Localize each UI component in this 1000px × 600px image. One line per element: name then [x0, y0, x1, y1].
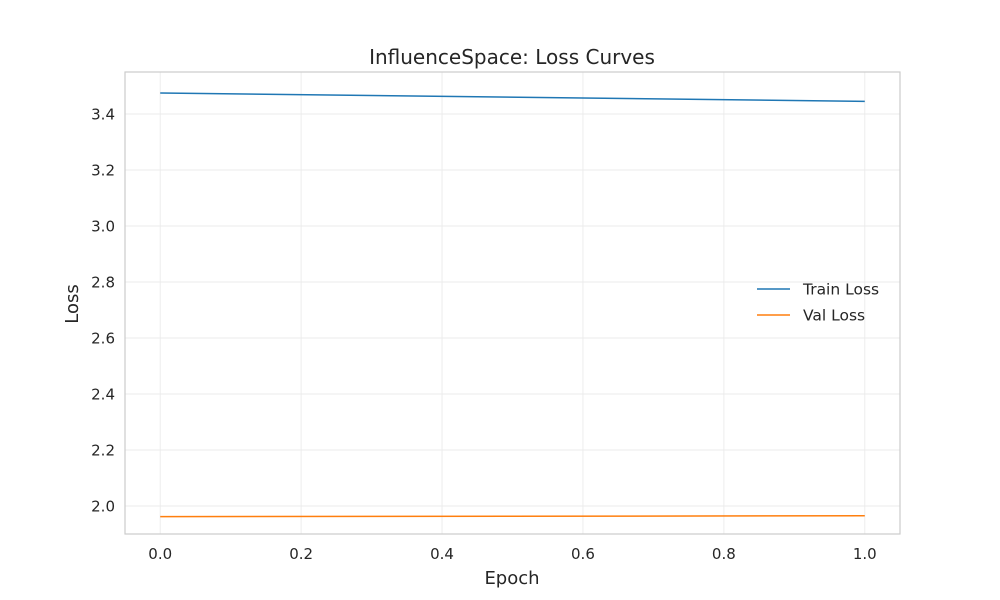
y-tick-label: 2.4 — [91, 386, 115, 404]
val-loss-line — [160, 515, 865, 518]
grid-lines — [125, 72, 900, 534]
x-tick-label: 0.2 — [289, 545, 313, 563]
y-tick-label: 2.8 — [91, 274, 115, 292]
plot-area — [125, 72, 900, 534]
y-tick-label: 2.2 — [91, 442, 115, 460]
chart-title: InfluenceSpace: Loss Curves — [369, 45, 655, 69]
y-axis-label: Loss — [62, 284, 83, 323]
y-tick-label: 3.0 — [91, 218, 115, 236]
x-axis-label: Epoch — [484, 568, 539, 589]
legend: Train Loss Val Loss — [757, 281, 879, 325]
tick-labels: 0.0 0.2 0.4 0.6 0.8 1.0 2.0 2.2 2.4 2.6 2.8 3.0 3.2 3… — [91, 106, 877, 564]
x-tick-label: 0.4 — [430, 545, 454, 563]
y-tick-label: 3.4 — [91, 106, 115, 124]
x-tick-label: 0.8 — [712, 545, 736, 563]
legend-label-val-loss: Val Loss — [803, 307, 865, 325]
train-loss-line — [160, 92, 865, 103]
series-lines — [160, 92, 865, 518]
x-tick-label: 0.0 — [148, 545, 172, 563]
x-tick-label: 0.6 — [571, 545, 595, 563]
plot-frame — [124, 71, 901, 535]
y-tick-label: 3.2 — [91, 162, 115, 180]
x-tick-label: 1.0 — [853, 545, 877, 563]
legend-label-train-loss: Train Loss — [802, 281, 879, 299]
y-tick-label: 2.6 — [91, 330, 115, 348]
y-tick-label: 2.0 — [91, 498, 115, 516]
